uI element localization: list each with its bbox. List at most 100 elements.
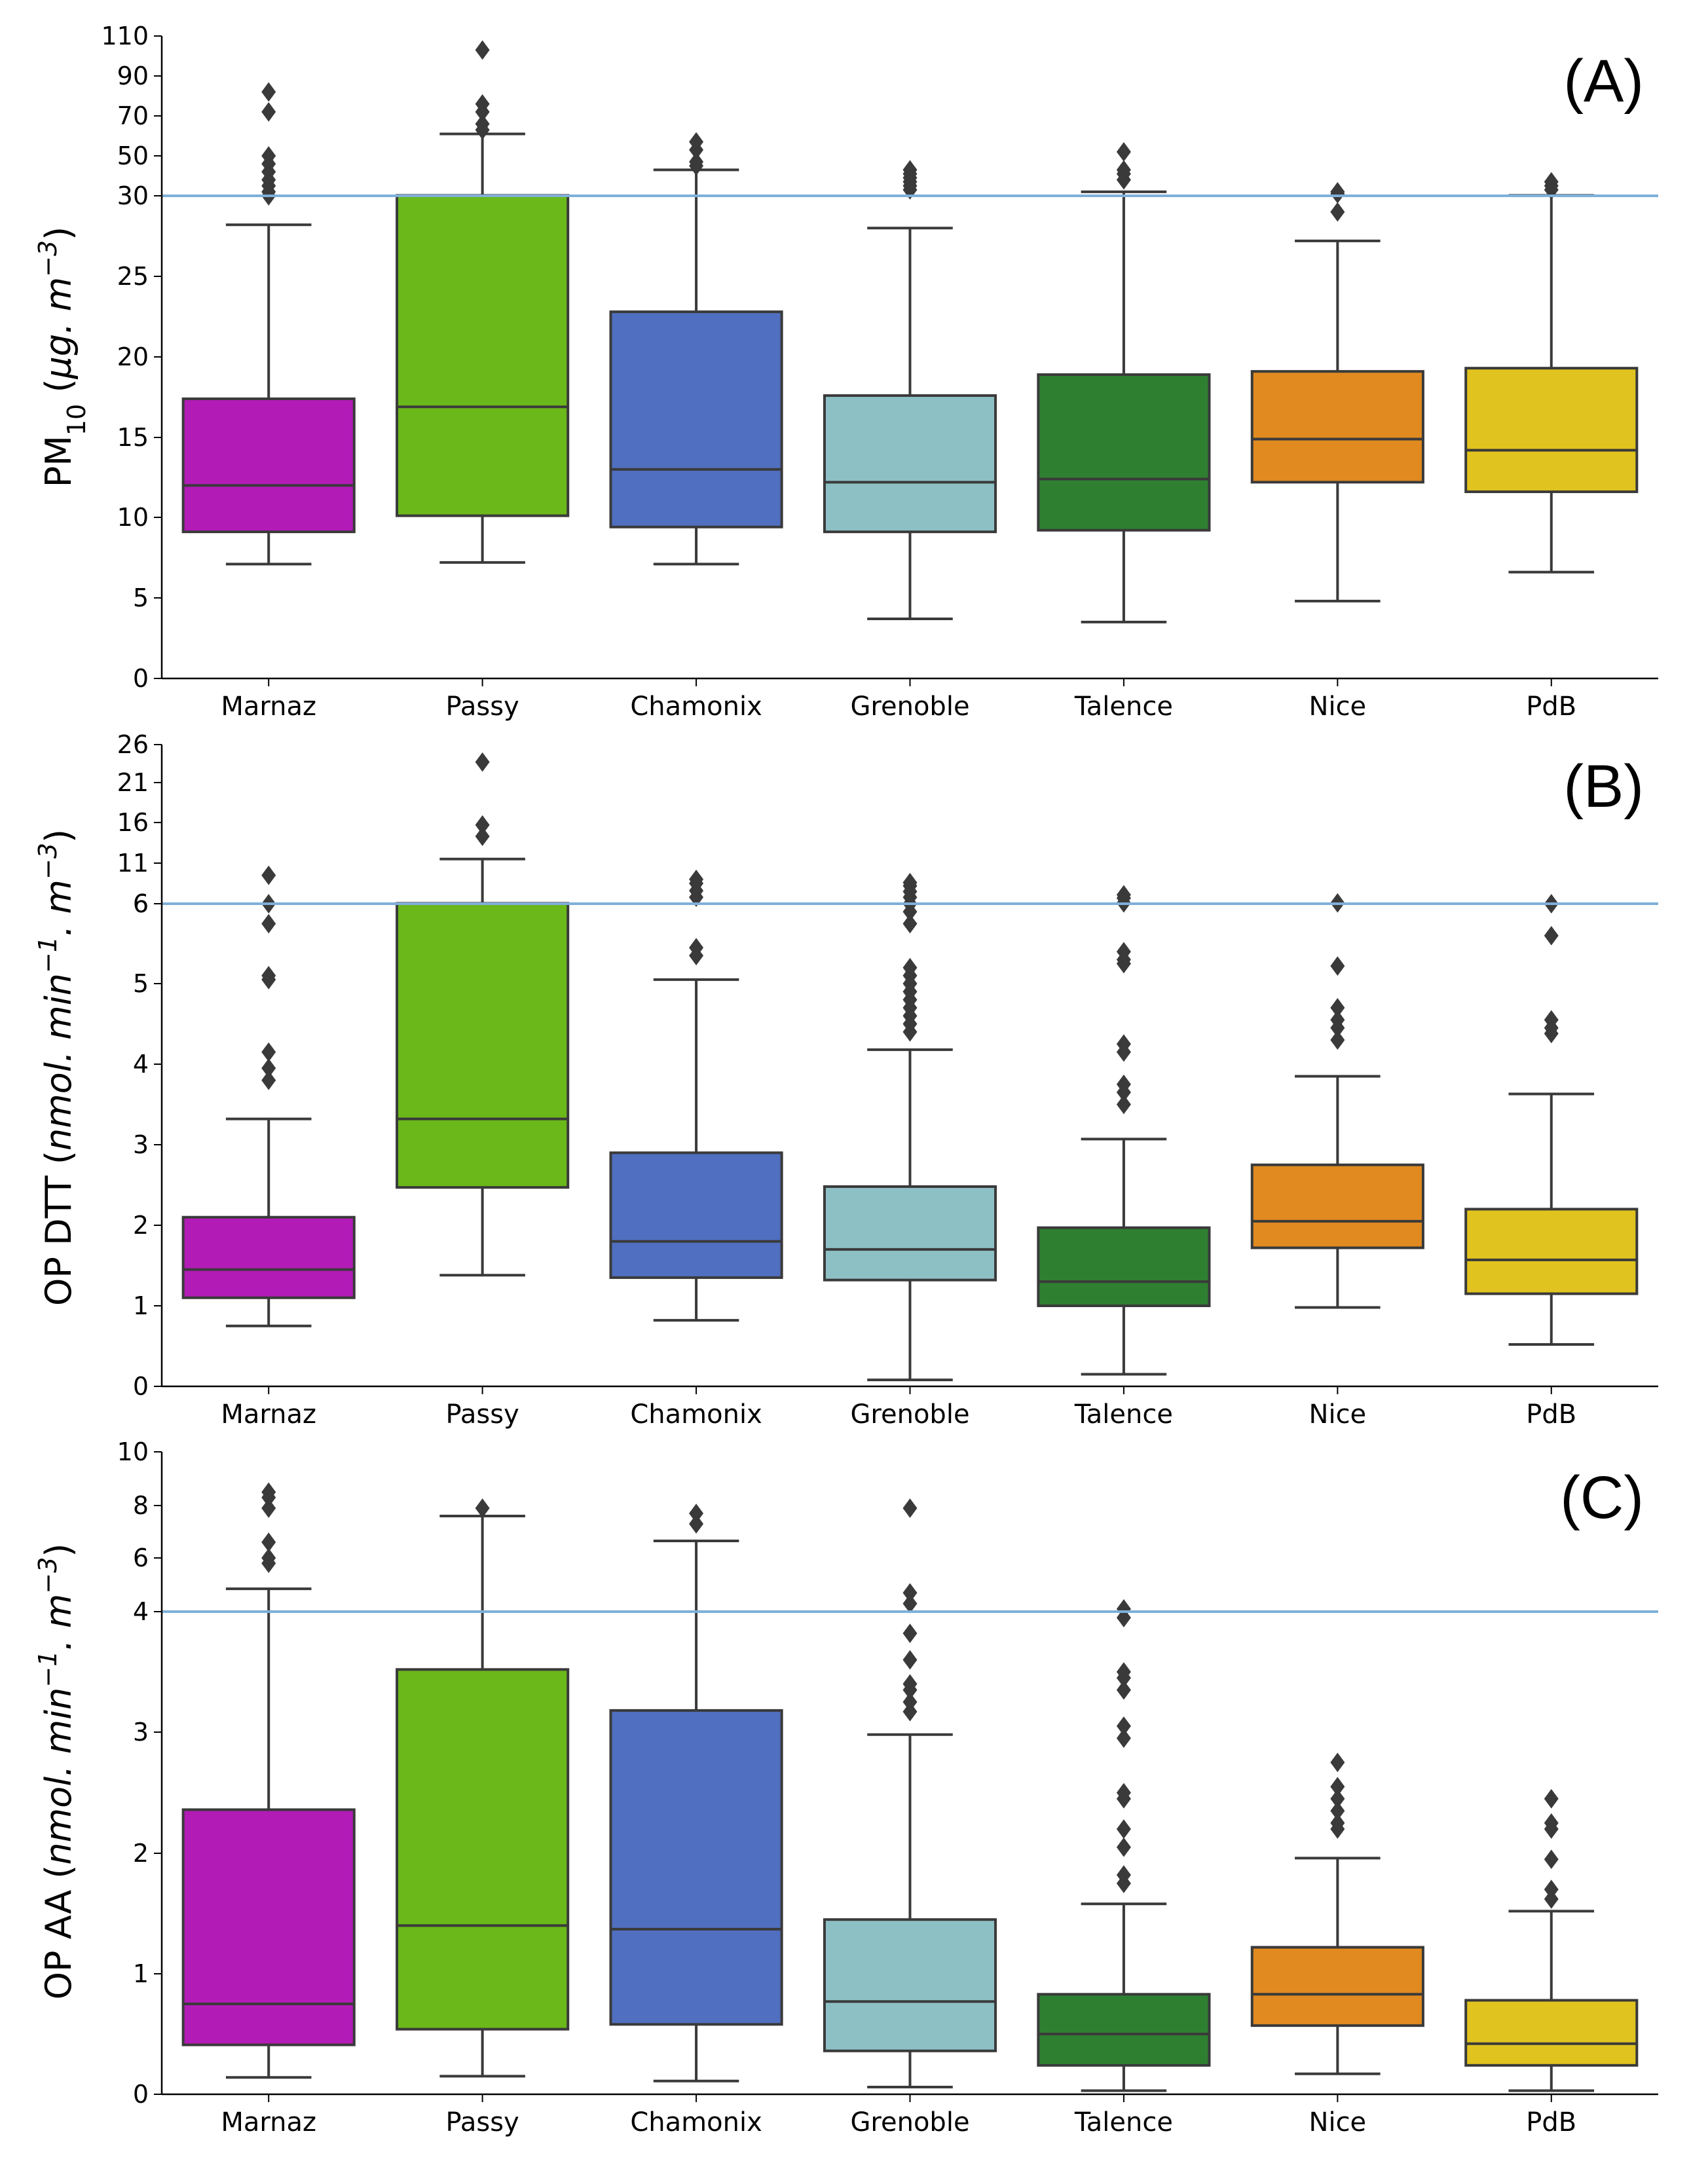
outlier-point	[475, 815, 490, 835]
iqr-box	[823, 394, 997, 534]
outlier-point	[689, 152, 704, 172]
iqr-box	[823, 1918, 997, 2052]
iqr-box	[1464, 1208, 1639, 1295]
box-chamonix	[609, 869, 783, 1322]
y-tick-label: 11	[117, 849, 149, 878]
iqr-box	[609, 1151, 783, 1279]
box-pdb	[1464, 172, 1639, 574]
x-tick-label: Grenoble	[850, 1399, 969, 1430]
outlier-point	[261, 1548, 276, 1568]
outlier-point	[1330, 1813, 1345, 1833]
outlier-point	[1544, 172, 1559, 192]
outlier-point	[261, 1058, 276, 1078]
outlier-point	[475, 114, 490, 134]
iqr-box	[1250, 370, 1424, 484]
outlier-point	[902, 1593, 918, 1614]
outlier-point	[475, 40, 490, 60]
y-tick-label: 2	[133, 1211, 149, 1240]
y-tick-label: 26	[117, 730, 149, 759]
outlier-point	[1116, 1662, 1131, 1682]
outlier-point	[1330, 1801, 1345, 1821]
outlier-point	[1544, 1813, 1559, 1833]
y-tick-label: 21	[117, 768, 149, 797]
x-tick-label: Chamonix	[630, 1399, 762, 1430]
panel-a-boxes	[181, 40, 1639, 623]
outlier-point	[1330, 1777, 1345, 1797]
outlier-point	[1544, 1010, 1559, 1030]
panel-a-y-ticks: 0 5 10 15 20 25 30 50 70 90 110	[101, 22, 162, 693]
box-marnaz	[181, 82, 356, 566]
outlier-point	[1116, 1716, 1131, 1736]
panel-c-x-ticks: Marnaz Passy Chamonix Grenoble Talence Nice Pd…	[221, 2094, 1576, 2137]
iqr-box	[396, 194, 570, 517]
outlier-point	[1116, 160, 1131, 180]
box-grenoble	[823, 872, 997, 1382]
y-tick-label: 10	[117, 503, 149, 532]
outlier-point	[902, 1692, 918, 1712]
box-marnaz	[181, 865, 356, 1327]
outlier-point	[902, 160, 918, 180]
y-tick-label: 0	[133, 664, 149, 693]
panel-b-boxes	[181, 752, 1639, 1382]
iqr-box	[609, 310, 783, 528]
box-grenoble	[823, 160, 997, 620]
x-tick-label: PdB	[1526, 692, 1576, 722]
outlier-point	[1116, 1074, 1131, 1094]
y-tick-label: 3	[133, 1718, 149, 1747]
x-tick-label: Nice	[1309, 692, 1367, 722]
outlier-point	[1116, 1865, 1131, 1885]
outlier-point	[261, 1482, 276, 1502]
outlier-point	[1116, 1094, 1131, 1115]
outlier-point	[902, 1498, 918, 1518]
x-tick-label: Marnaz	[221, 1399, 316, 1430]
x-tick-label: Chamonix	[630, 2107, 762, 2137]
box-talence	[1037, 142, 1211, 623]
box-grenoble	[823, 1498, 997, 2088]
y-tick-label: 50	[117, 141, 149, 170]
iqr-box	[1464, 367, 1639, 493]
y-tick-label: 30	[117, 181, 149, 210]
outlier-point	[1116, 1034, 1131, 1054]
outlier-point	[475, 826, 490, 846]
x-tick-label: Passy	[446, 692, 519, 722]
iqr-box	[181, 397, 356, 534]
outlier-point	[1116, 1819, 1131, 1839]
y-tick-label: 0	[133, 2080, 149, 2109]
outlier-point	[475, 94, 490, 114]
y-tick-label: 4	[133, 1050, 149, 1079]
y-tick-label: 0	[133, 1372, 149, 1401]
y-tick-label: 6	[133, 889, 149, 918]
box-nice	[1250, 182, 1424, 602]
outlier-point	[689, 1504, 704, 1523]
iqr-box	[396, 902, 570, 1189]
iqr-box	[1250, 1163, 1424, 1249]
iqr-box	[1037, 373, 1211, 532]
outlier-point	[1116, 1680, 1131, 1700]
box-pdb	[1464, 1788, 1639, 2092]
x-tick-label: Nice	[1309, 1399, 1367, 1430]
panel-c-label: (C)	[1560, 1464, 1644, 1531]
outlier-point	[1116, 142, 1131, 162]
y-tick-label: 110	[101, 22, 149, 50]
box-marnaz	[181, 1482, 356, 2079]
outlier-point	[689, 869, 704, 889]
outlier-point	[1116, 1837, 1131, 1857]
y-tick-label: 10	[117, 1437, 149, 1466]
box-passy	[396, 752, 570, 1277]
box-passy	[396, 1498, 570, 2078]
outlier-point	[1330, 998, 1345, 1018]
panel-a-y-axis-title: PM10 (µg. m−3)	[33, 227, 91, 487]
y-tick-label: 15	[117, 423, 149, 452]
box-pdb	[1464, 894, 1639, 1346]
outlier-point	[689, 938, 704, 957]
outlier-point	[689, 1514, 704, 1534]
panel-b-x-ticks: Marnaz Passy Chamonix Grenoble Talence Nice Pd…	[221, 1386, 1576, 1430]
outlier-point	[475, 1498, 490, 1518]
panel-a-label: (A)	[1563, 48, 1644, 115]
y-tick-label: 25	[117, 262, 149, 291]
outlier-point	[261, 1498, 276, 1518]
box-nice	[1250, 893, 1424, 1309]
outlier-point	[902, 1650, 918, 1670]
outlier-point	[902, 1674, 918, 1694]
